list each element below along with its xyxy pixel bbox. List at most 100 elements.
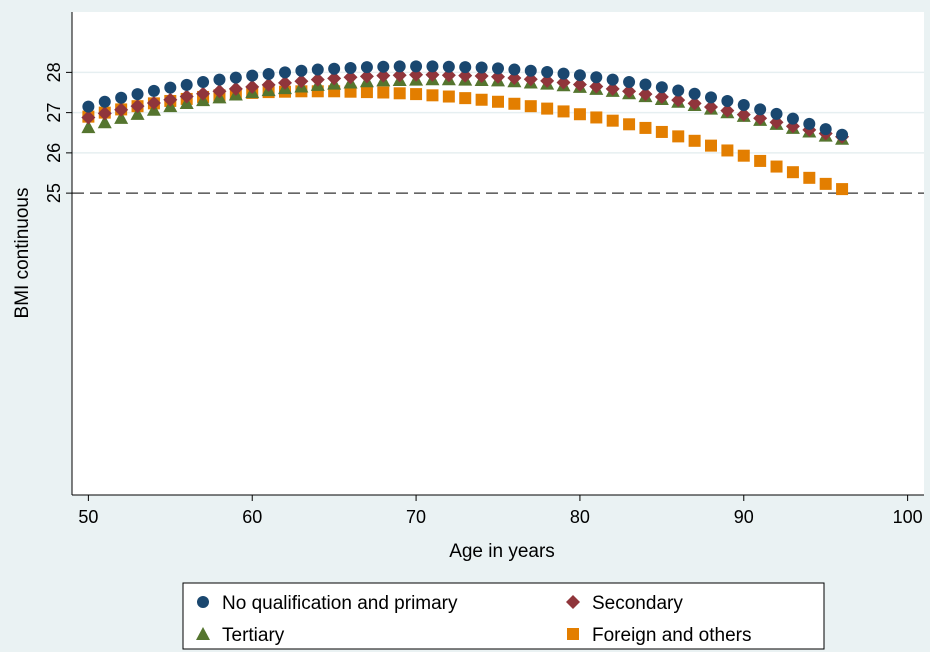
data-point-circle [541,65,554,78]
data-point-circle [344,61,357,74]
y-tick-label: 26 [44,143,64,163]
data-point-circle [557,67,570,80]
data-point-square [803,171,816,184]
x-tick-label: 90 [734,507,754,527]
legend: No qualification and primary Secondary Ter… [182,582,825,650]
data-point-diamond [523,72,538,87]
data-point-diamond [294,74,309,89]
data-point-circle [295,64,308,77]
data-point-square [705,139,717,152]
legend-marker-triangle [196,627,210,640]
data-point-circle [524,64,537,77]
data-point-circle [426,60,439,73]
data-point-diamond [704,99,718,114]
data-point-diamond [327,71,342,86]
data-point-circle [197,76,210,89]
data-point-square [737,149,750,162]
data-point-circle [623,76,636,89]
data-point-circle [180,78,193,91]
data-point-circle [82,100,95,113]
data-point-square [344,85,357,98]
data-point-diamond [491,69,505,84]
data-points [81,60,850,196]
data-point-diamond [163,92,178,107]
data-point-diamond [228,81,243,96]
x-tick-label: 50 [78,507,98,527]
data-point-circle [705,91,717,104]
data-point-diamond [179,89,194,104]
data-point-circle [377,60,390,73]
legend-marker-circle [197,596,209,608]
data-point-diamond [425,67,440,82]
y-axis-label: BMI continuous [12,188,33,319]
data-point-circle [754,103,767,116]
data-point-circle [639,78,652,91]
data-point-diamond [130,99,145,114]
legend-label: Foreign and others [592,625,752,646]
data-point-circle [606,73,619,86]
series-circle [82,60,849,141]
data-point-square [786,166,799,179]
data-point-circle [770,107,783,120]
data-point-triangle [114,110,129,124]
x-tick-label: 70 [406,507,426,527]
data-point-square [672,130,685,143]
data-point-square [508,97,521,110]
series-diamond [81,67,850,144]
data-point-circle [819,123,832,136]
data-point-diamond [638,87,653,102]
data-point-diamond [245,79,260,94]
data-point-square [393,87,406,100]
data-point-diamond [753,111,768,126]
data-point-square [623,118,636,131]
legend-label: No qualification and primary [222,593,458,614]
data-point-square [557,105,570,118]
data-point-diamond [589,79,604,94]
data-point-circle [836,128,849,141]
data-point-circle [475,61,488,74]
data-point-circle [655,81,668,94]
data-point-diamond [81,110,96,125]
data-point-diamond [409,67,424,82]
data-point-circle [147,84,160,97]
data-point-circle [573,69,586,82]
data-point-circle [213,73,226,86]
data-point-square [639,121,652,134]
data-point-circle [508,63,521,76]
x-tick-label: 80 [570,507,590,527]
x-tick-label: 100 [893,507,923,527]
legend-label: Tertiary [222,625,285,646]
data-point-square [770,160,783,173]
data-point-square [524,100,537,113]
data-point-diamond [654,89,669,104]
data-point-square [573,108,586,121]
data-point-circle [279,66,291,79]
data-point-diamond [572,77,587,92]
data-point-diamond [97,106,112,121]
legend-marker-diamond [566,595,580,609]
data-point-circle [737,98,750,111]
data-point-square [426,89,439,102]
data-point-diamond [392,68,407,83]
data-point-square [688,134,701,147]
data-point-square [410,88,423,101]
data-point-circle [246,69,259,82]
data-point-square [590,111,603,124]
data-point-circle [590,71,603,84]
data-point-circle [328,62,341,75]
data-point-circle [360,61,373,74]
data-point-diamond [458,68,473,83]
data-point-circle [721,94,734,107]
data-point-circle [115,91,128,104]
legend-label: Secondary [592,593,683,614]
data-point-square [377,86,390,99]
data-point-square [754,154,767,167]
data-point-diamond [376,68,391,83]
data-point-circle [262,67,275,80]
data-point-diamond [540,73,555,88]
data-point-diamond [671,93,686,108]
data-point-diamond [687,96,702,111]
data-point-diamond [343,70,358,85]
data-point-diamond [114,102,129,117]
